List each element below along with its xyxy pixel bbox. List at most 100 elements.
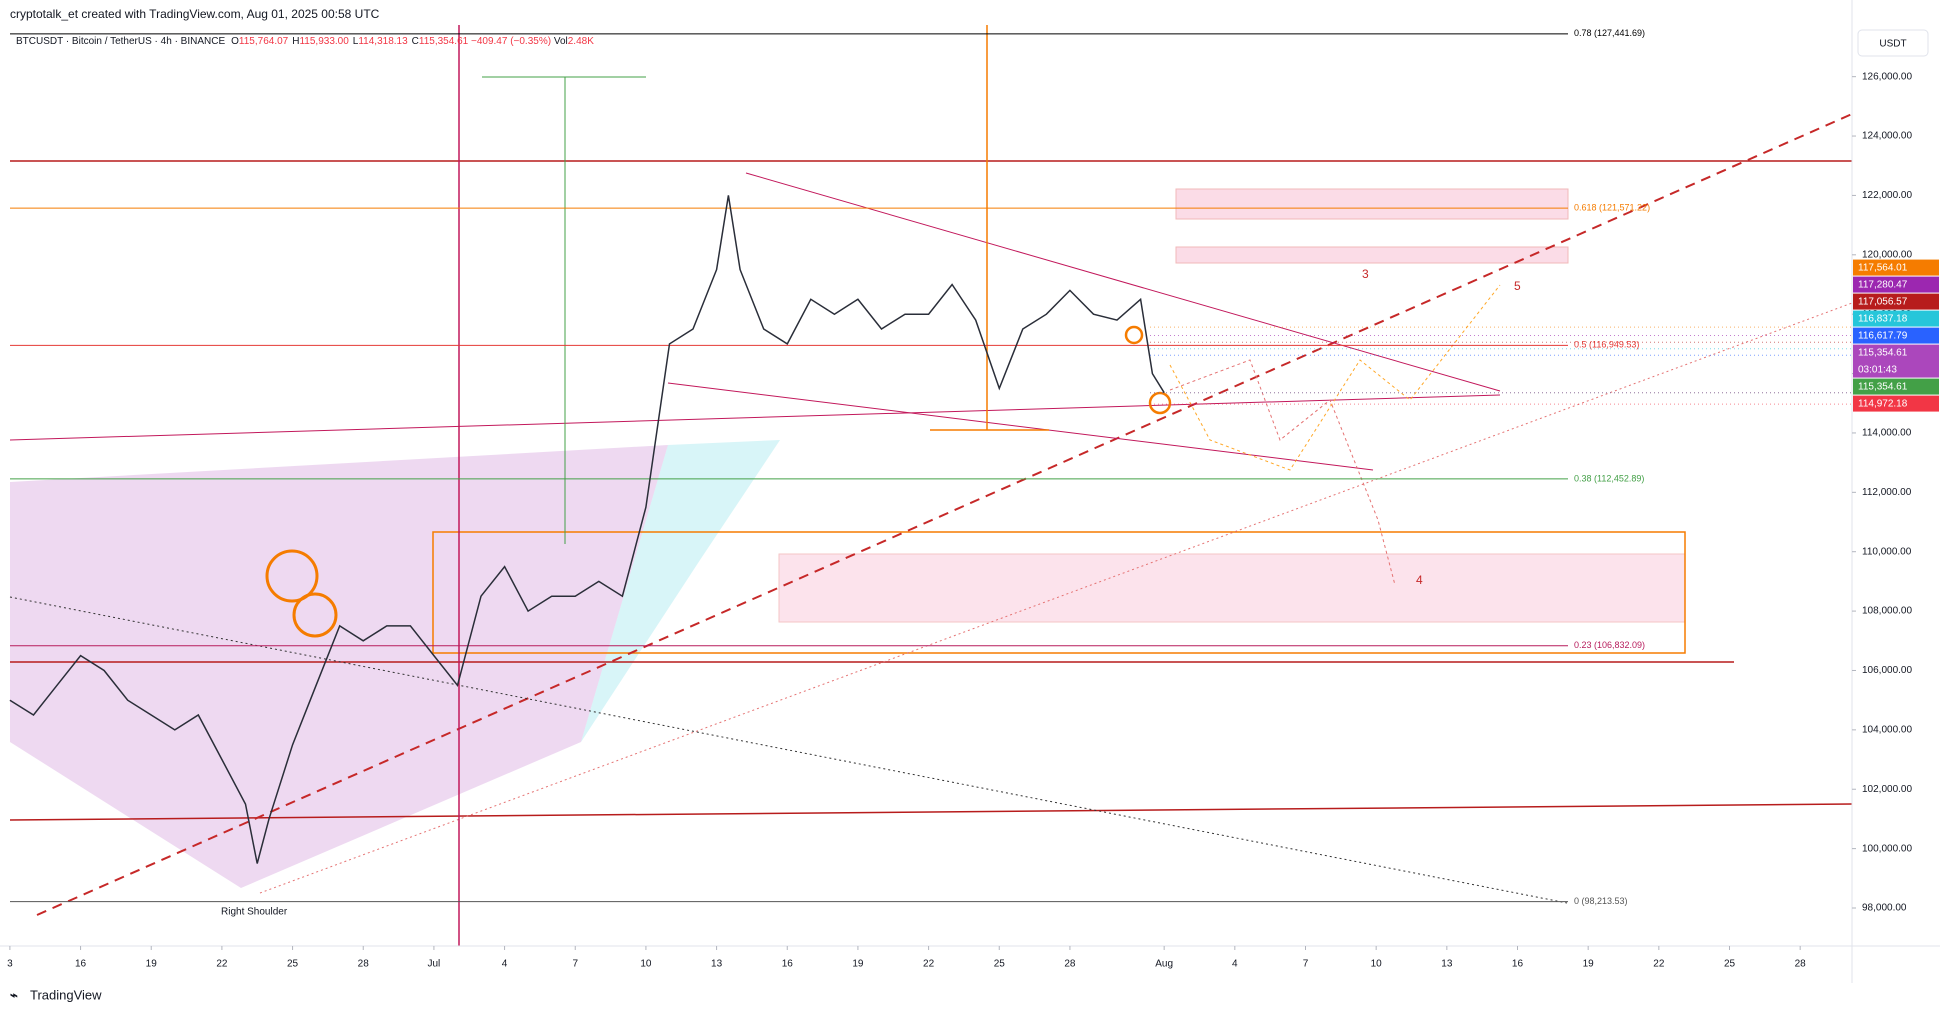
footer-logo: ⌁ bbox=[10, 987, 18, 1002]
annotation: Right Shoulder bbox=[221, 907, 288, 918]
ohlc-value: 115,354.61 bbox=[419, 36, 469, 47]
currency[interactable]: USDT bbox=[1879, 39, 1906, 50]
fib-label: 0.23 (106,832.09) bbox=[1574, 640, 1645, 650]
footer: TradingView bbox=[30, 987, 102, 1002]
annotation: 4 bbox=[1416, 573, 1423, 587]
fib-label: 0.38 (112,452.89) bbox=[1574, 473, 1644, 483]
price-tag bbox=[1853, 327, 1939, 344]
highlight-circle bbox=[1148, 391, 1172, 415]
y-tick-label: 110,000.00 bbox=[1862, 546, 1912, 557]
ohlc: O115,764.07 H115,933.00 L114,318.13 C115,35… bbox=[231, 36, 468, 47]
trend-line bbox=[9, 803, 1853, 821]
price-tag bbox=[1853, 378, 1939, 395]
ohlc-key: C bbox=[412, 36, 419, 47]
x-tick-label: 19 bbox=[1583, 959, 1595, 970]
y-tick-label: 100,000.00 bbox=[1862, 843, 1912, 854]
price-tag-label: 114,972.18 bbox=[1858, 399, 1908, 410]
cloud bbox=[581, 440, 780, 742]
x-tick-label: 13 bbox=[711, 959, 723, 970]
y-tick-label: 126,000.00 bbox=[1862, 71, 1912, 82]
x-tick-label: 28 bbox=[358, 959, 370, 970]
y-tick-label: 98,000.00 bbox=[1862, 903, 1907, 914]
countdown: 03:01:43 bbox=[1858, 365, 1897, 376]
y-tick-label: 124,000.00 bbox=[1862, 131, 1912, 142]
ohlc-value: 115,764.07 bbox=[239, 36, 289, 47]
zone bbox=[778, 553, 1686, 623]
shaded-zone bbox=[10, 445, 668, 888]
ohlc-value: 115,933.00 bbox=[299, 36, 349, 47]
symbol-name: BTCUSDT · Bitcoin / TetherUS · 4h · BINA… bbox=[16, 36, 225, 47]
x-tick-label: 3 bbox=[7, 959, 13, 970]
price-tag-label: 115,354.61 bbox=[1858, 382, 1908, 393]
price-tag bbox=[1853, 395, 1939, 412]
box bbox=[432, 531, 1686, 654]
y-tick-label: 114,000.00 bbox=[1862, 428, 1912, 439]
price-line bbox=[9, 195, 1165, 864]
highlight-circle bbox=[292, 592, 338, 638]
price-tag-label: 116,837.18 bbox=[1858, 314, 1908, 325]
x-tick-label: 10 bbox=[640, 959, 652, 970]
y-tick-label: 104,000.00 bbox=[1862, 724, 1912, 735]
ohlc-value: 114,318.13 bbox=[358, 36, 408, 47]
x-tick-label: 28 bbox=[1064, 959, 1076, 970]
change: −409.47 (−0.35%) bbox=[471, 36, 551, 47]
trend-line bbox=[36, 113, 1853, 916]
annotation: 5 bbox=[1514, 279, 1521, 293]
x-tick-label: 19 bbox=[146, 959, 158, 970]
fib-label: 0.618 (121,571.22) bbox=[1574, 203, 1650, 213]
x-tick-label: 22 bbox=[923, 959, 935, 970]
zone bbox=[1175, 246, 1569, 264]
x-tick-label: 25 bbox=[994, 959, 1006, 970]
x-tick-label: 4 bbox=[1232, 959, 1238, 970]
annotation: 3 bbox=[1362, 267, 1369, 281]
credit: cryptotalk_et created with TradingView.c… bbox=[10, 7, 380, 21]
volume-label: Vol bbox=[554, 36, 568, 47]
y-tick-label: 120,000.00 bbox=[1862, 249, 1912, 260]
x-tick-label: 25 bbox=[1724, 959, 1736, 970]
x-tick-label: 10 bbox=[1371, 959, 1383, 970]
x-tick-label: Jul bbox=[428, 959, 441, 970]
price-tag-label: 117,280.47 bbox=[1858, 280, 1908, 291]
price-tag bbox=[1853, 344, 1939, 378]
x-tick-label: 4 bbox=[502, 959, 508, 970]
price-tag-label: 117,564.01 bbox=[1858, 263, 1908, 274]
price-tag-label: 115,354.61 bbox=[1858, 348, 1908, 359]
x-tick-label: 16 bbox=[75, 959, 87, 970]
y-tick-label: 108,000.00 bbox=[1862, 606, 1912, 617]
price-tag bbox=[1853, 276, 1939, 293]
highlight-circle bbox=[265, 549, 319, 603]
trend-line bbox=[9, 394, 1501, 441]
currency-button[interactable] bbox=[1857, 29, 1929, 57]
x-tick-label: 13 bbox=[1441, 959, 1453, 970]
ohlc-key: L bbox=[353, 36, 359, 47]
y-tick-label: 122,000.00 bbox=[1862, 190, 1912, 201]
x-tick-label: 22 bbox=[216, 959, 228, 970]
y-tick-label: 106,000.00 bbox=[1862, 665, 1912, 676]
x-tick-label: 22 bbox=[1653, 959, 1665, 970]
x-tick-label: 7 bbox=[572, 959, 578, 970]
x-tick-label: 28 bbox=[1795, 959, 1807, 970]
x-tick-label: 16 bbox=[1512, 959, 1524, 970]
x-tick-label: 19 bbox=[852, 959, 864, 970]
x-tick-label: Aug bbox=[1155, 959, 1173, 970]
x-tick-label: 7 bbox=[1303, 959, 1309, 970]
ohlc-key: H bbox=[292, 36, 299, 47]
price-tag-label: 117,056.57 bbox=[1858, 297, 1908, 308]
zone bbox=[1175, 188, 1569, 220]
symbol: BTCUSDT · Bitcoin / TetherUS · 4h · BINA… bbox=[16, 36, 594, 47]
fib-label: 0.78 (127,441.69) bbox=[1574, 28, 1645, 38]
price-tag bbox=[1853, 293, 1939, 310]
volume: 2.48K bbox=[568, 36, 594, 47]
y-tick-label: 112,000.00 bbox=[1862, 487, 1912, 498]
x-tick-label: 16 bbox=[782, 959, 794, 970]
price-tag-label: 116,617.79 bbox=[1858, 331, 1908, 342]
fib-label: 0 (98,213.53) bbox=[1574, 896, 1628, 906]
price-tag bbox=[1853, 310, 1939, 327]
x-tick-label: 25 bbox=[287, 959, 299, 970]
ohlc-key: O bbox=[231, 36, 239, 47]
triangle-line bbox=[667, 382, 1374, 471]
highlight-circle bbox=[1124, 325, 1144, 345]
